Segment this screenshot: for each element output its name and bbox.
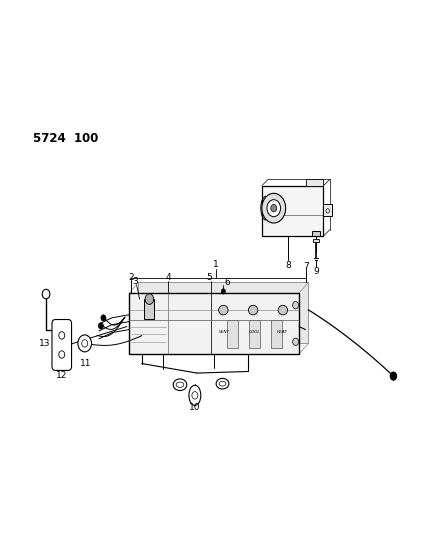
Circle shape — [221, 289, 226, 294]
Circle shape — [101, 315, 106, 321]
Bar — [129, 293, 299, 354]
Text: 4: 4 — [165, 272, 171, 281]
Circle shape — [59, 351, 65, 358]
Text: 12: 12 — [56, 371, 68, 380]
Text: 11: 11 — [80, 359, 91, 368]
Circle shape — [390, 372, 397, 381]
Bar — [306, 179, 324, 185]
Text: HEAT: HEAT — [276, 329, 287, 334]
Circle shape — [98, 322, 104, 329]
Bar — [312, 231, 320, 236]
Text: 5: 5 — [206, 272, 212, 281]
Ellipse shape — [173, 379, 187, 391]
Text: 1: 1 — [213, 261, 219, 269]
Ellipse shape — [248, 305, 258, 315]
Circle shape — [42, 289, 50, 299]
Text: 7: 7 — [303, 262, 309, 271]
Bar — [262, 185, 324, 236]
Text: 13: 13 — [39, 339, 51, 348]
Bar — [323, 205, 333, 216]
Bar — [249, 320, 260, 348]
Bar — [138, 282, 309, 343]
Ellipse shape — [216, 378, 229, 389]
Circle shape — [78, 335, 92, 352]
Text: 6: 6 — [224, 278, 230, 287]
Text: 9: 9 — [313, 266, 319, 276]
Ellipse shape — [219, 305, 228, 315]
Text: 5724  100: 5724 100 — [33, 132, 99, 145]
Circle shape — [293, 338, 299, 345]
Circle shape — [262, 193, 285, 223]
Circle shape — [192, 392, 198, 399]
Bar — [271, 320, 282, 348]
Circle shape — [293, 302, 299, 309]
Text: VENT: VENT — [219, 329, 230, 334]
Circle shape — [271, 205, 277, 212]
Text: 2: 2 — [128, 272, 134, 281]
Circle shape — [326, 209, 330, 213]
Circle shape — [82, 340, 88, 347]
Text: 8: 8 — [285, 261, 291, 270]
Bar — [144, 299, 155, 319]
Bar — [313, 239, 319, 243]
Text: 10: 10 — [189, 402, 201, 411]
Bar — [227, 320, 238, 348]
Ellipse shape — [278, 305, 288, 315]
Ellipse shape — [189, 385, 201, 406]
Circle shape — [145, 294, 154, 304]
Circle shape — [59, 332, 65, 339]
Text: 3: 3 — [132, 277, 138, 286]
Ellipse shape — [219, 381, 226, 386]
Ellipse shape — [176, 382, 184, 387]
FancyBboxPatch shape — [52, 319, 71, 370]
Circle shape — [267, 200, 280, 216]
Text: COOL: COOL — [249, 329, 261, 334]
